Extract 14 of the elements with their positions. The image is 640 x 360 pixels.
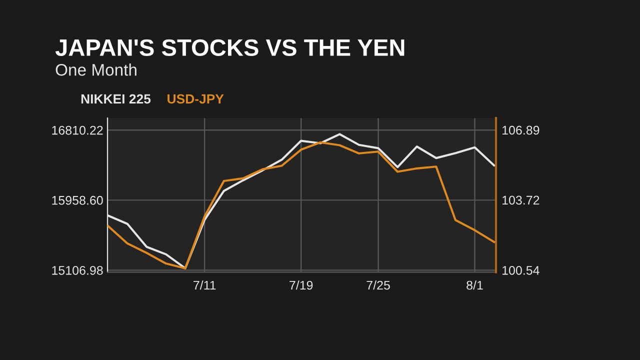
y-tick-label: 15106.98 — [52, 266, 103, 275]
x-tick-label: 8/1 — [466, 280, 483, 290]
text: NIKKEI 225 — [81, 94, 151, 104]
chart-subtitle: One Month — [56, 64, 136, 76]
y2-tick-label: 100.54 — [502, 266, 540, 275]
x-tick-label: 7/19 — [290, 280, 313, 290]
x-tick-label: 7/11 — [194, 280, 216, 290]
y-tick-label: 15958.60 — [52, 196, 103, 205]
x-tick-label: 7/25 — [366, 280, 390, 290]
y-tick-label: 16810.22 — [52, 126, 103, 135]
text: USD-JPY — [168, 94, 224, 104]
chart-title: JAPAN'S STOCKS VS THE YEN — [55, 39, 404, 56]
y2-tick-label: 106.89 — [502, 126, 540, 135]
y2-tick-label: 103.72 — [502, 196, 540, 205]
